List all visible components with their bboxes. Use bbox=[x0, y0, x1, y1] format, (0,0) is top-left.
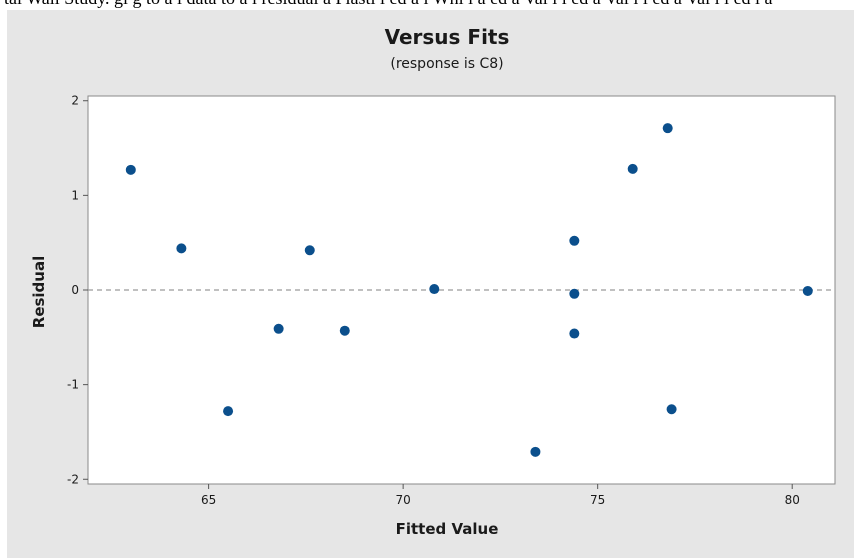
chart-figure: Versus Fits (response is C8) -2 -1 0 1 2 65 7… bbox=[7, 10, 854, 558]
data-point bbox=[125, 164, 136, 175]
data-point bbox=[569, 328, 580, 339]
y-tick-label: 0 bbox=[71, 283, 79, 297]
data-point bbox=[273, 323, 284, 334]
data-point bbox=[666, 404, 677, 415]
x-tick-label: 65 bbox=[201, 493, 216, 507]
scatter-chart: Versus Fits (response is C8) -2 -1 0 1 2 65 7… bbox=[30, 25, 836, 538]
data-point bbox=[176, 243, 187, 254]
chart-subtitle: (response is C8) bbox=[390, 56, 503, 72]
y-tick-label: 2 bbox=[71, 94, 79, 108]
x-tick-label: 70 bbox=[396, 493, 411, 507]
data-point bbox=[429, 284, 440, 295]
data-point bbox=[662, 123, 673, 134]
x-axis-ticks: 65 70 75 80 bbox=[201, 484, 800, 507]
data-points bbox=[125, 123, 813, 457]
data-point bbox=[223, 406, 234, 417]
data-point bbox=[569, 288, 580, 299]
data-point bbox=[627, 163, 638, 174]
x-axis-label: Fitted Value bbox=[396, 520, 499, 538]
data-point bbox=[802, 285, 813, 296]
y-axis-label: Residual bbox=[30, 256, 48, 328]
x-tick-label: 75 bbox=[590, 493, 605, 507]
data-point bbox=[304, 245, 315, 256]
cropped-header-text: tal Wall Study. gi g to a i data to a i … bbox=[0, 0, 861, 10]
chart-title: Versus Fits bbox=[385, 25, 510, 49]
data-point bbox=[339, 325, 350, 336]
y-axis-ticks: -2 -1 0 1 2 bbox=[67, 94, 88, 486]
data-point bbox=[569, 235, 580, 246]
y-tick-label: 1 bbox=[71, 188, 79, 202]
y-tick-label: -1 bbox=[67, 378, 79, 392]
data-point bbox=[530, 446, 541, 457]
y-tick-label: -2 bbox=[67, 472, 79, 486]
x-tick-label: 80 bbox=[785, 493, 800, 507]
